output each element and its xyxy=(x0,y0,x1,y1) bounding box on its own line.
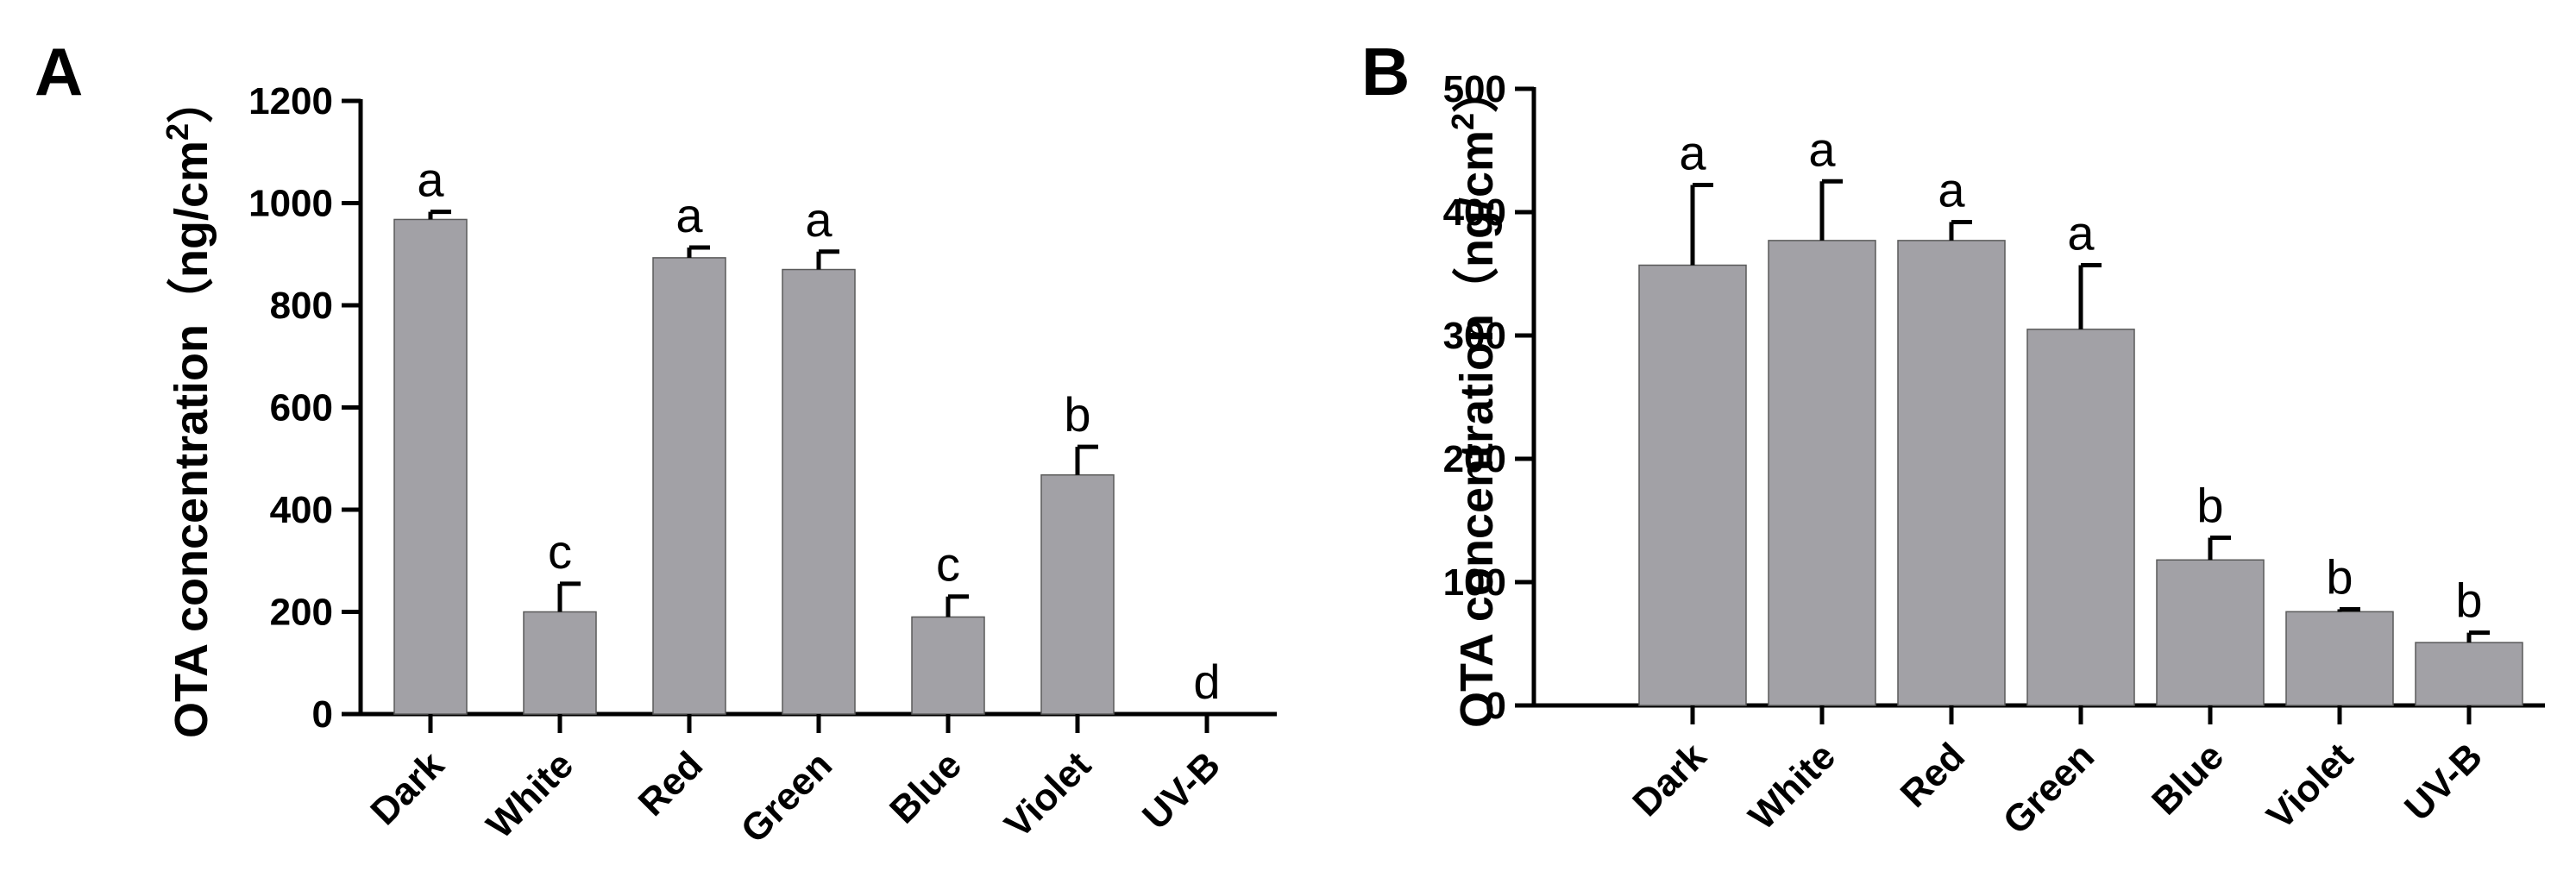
bar xyxy=(2285,611,2394,706)
significance-label: b xyxy=(1064,387,1090,442)
bar xyxy=(393,218,468,715)
x-tick-label: White xyxy=(479,743,581,846)
significance-label: a xyxy=(417,153,444,207)
x-tick-label: Violet xyxy=(996,743,1099,846)
bar xyxy=(1638,264,1747,706)
bar xyxy=(523,611,597,715)
y-tick-label: 200 xyxy=(1443,438,1506,480)
bar xyxy=(2026,329,2135,706)
bar xyxy=(2156,559,2265,706)
y-axis-title-superscript: 2 xyxy=(160,123,195,141)
x-tick-label: UV-B xyxy=(1134,743,1228,837)
x-tick-label: Dark xyxy=(362,743,452,833)
x-tick-label: White xyxy=(1741,735,1844,837)
x-tick-label: Blue xyxy=(882,743,970,831)
y-axis-title-text: OTA concentration（ng/cm xyxy=(1451,130,1503,728)
x-tick-label: Red xyxy=(1893,735,1973,815)
bar xyxy=(652,257,726,715)
y-axis-title-close: ） xyxy=(1451,66,1503,113)
y-tick-label: 1200 xyxy=(248,80,333,122)
x-tick-label: Blue xyxy=(2144,735,2232,823)
y-tick-label: 500 xyxy=(1443,68,1506,110)
panel-label: B xyxy=(1361,34,1410,110)
y-tick-label: 0 xyxy=(1486,685,1506,727)
bar xyxy=(782,268,856,715)
x-tick-label: UV-B xyxy=(2397,735,2491,829)
significance-label: a xyxy=(1938,162,1965,216)
y-axis-title-text: OTA concentration（ng/cm xyxy=(166,141,217,738)
panel-label: A xyxy=(35,34,83,110)
x-tick-label: Red xyxy=(631,743,711,824)
y-tick-label: 600 xyxy=(270,387,333,429)
panel-a-chart: A OTA concentration（ng/cm2） 0 200 400 600 800 1… xyxy=(35,34,1277,851)
significance-label: b xyxy=(2455,573,2482,628)
y-tick-label: 400 xyxy=(270,489,333,531)
significance-label: d xyxy=(1193,655,1220,709)
significance-label: a xyxy=(675,188,703,242)
significance-label: c xyxy=(548,524,572,579)
y-axis-title: OTA concentration（ng/cm2） xyxy=(160,77,217,738)
y-axis-title: OTA concentration（ng/cm2） xyxy=(1445,66,1503,728)
significance-label: a xyxy=(805,192,832,247)
y-tick-label: 200 xyxy=(270,592,333,634)
x-tick-label: Dark xyxy=(1624,735,1714,824)
bar xyxy=(1897,240,2006,706)
significance-label: a xyxy=(2067,205,2095,260)
significance-label: b xyxy=(2326,549,2353,604)
significance-label: a xyxy=(1679,126,1706,180)
bar xyxy=(1040,473,1115,715)
bar xyxy=(2415,642,2523,706)
y-tick-label: 0 xyxy=(312,693,333,736)
y-axis-title-close: ） xyxy=(166,77,217,123)
x-tick-label: Violet xyxy=(2259,735,2361,837)
y-tick-label: 100 xyxy=(1443,561,1506,604)
significance-label: b xyxy=(2196,479,2223,533)
y-tick-label: 1000 xyxy=(248,183,333,225)
x-tick-label: Green xyxy=(732,743,840,851)
bar xyxy=(911,616,985,715)
y-tick-label: 800 xyxy=(270,285,333,327)
significance-label: a xyxy=(1808,122,1836,176)
significance-label: c xyxy=(936,537,960,592)
y-tick-label: 300 xyxy=(1443,315,1506,357)
bar xyxy=(1768,240,1876,706)
x-tick-label: Green xyxy=(1995,735,2102,843)
y-tick-label: 400 xyxy=(1443,191,1506,234)
y-axis-title-superscript: 2 xyxy=(1445,113,1480,130)
